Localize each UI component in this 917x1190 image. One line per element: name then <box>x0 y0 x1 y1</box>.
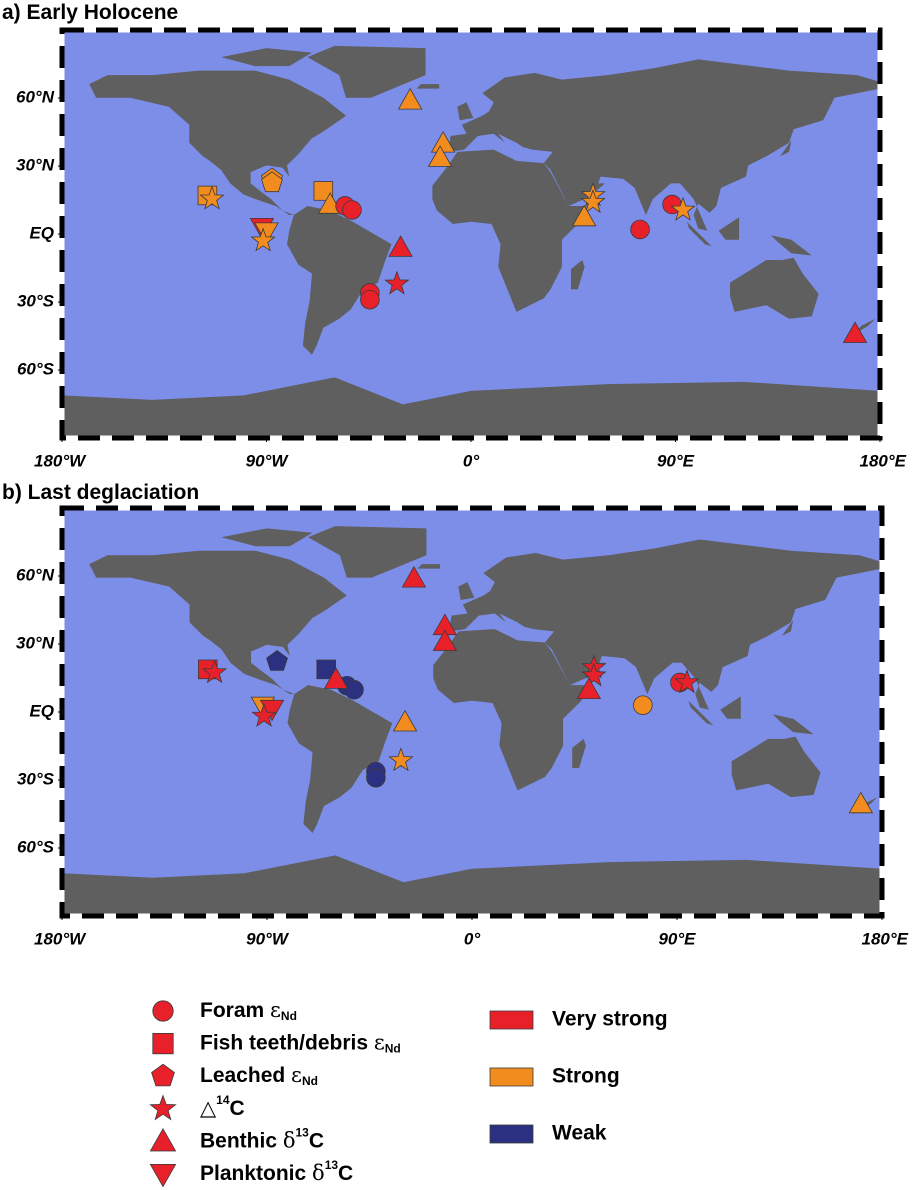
map-panel: 180°W 90°W 0° 90°E 180°E 60°N 30°N EQ 30°S 60°S <box>16 505 909 948</box>
marker <box>149 1164 177 1188</box>
legend-label-part: Foram <box>200 999 270 1022</box>
y-tick-label: 30°N <box>16 633 55 652</box>
legend-swatch <box>489 1067 534 1087</box>
marker <box>366 767 386 788</box>
legend-label-part: C <box>338 1162 353 1185</box>
marker <box>254 222 279 245</box>
legend-swatch <box>489 1124 534 1144</box>
marker <box>201 659 228 684</box>
marker <box>427 145 453 167</box>
x-tick-label: 180°E <box>859 451 906 470</box>
legend-label-part: C <box>230 1096 245 1119</box>
legend-label: Benthic δ13C <box>200 1126 324 1152</box>
marker <box>842 321 868 343</box>
y-tick-label: 60°N <box>16 565 55 584</box>
legend-label: Strong <box>552 1065 620 1088</box>
y-tick-label: 30°S <box>17 291 55 310</box>
legend-label-part: Nd <box>281 1009 297 1023</box>
y-tick-label: 30°S <box>17 769 55 788</box>
panel-title: a) Early Holocene <box>2 1 178 24</box>
marker <box>151 1063 175 1087</box>
marker <box>388 235 413 257</box>
legend-label: Weak <box>552 1122 607 1145</box>
marker <box>670 196 696 221</box>
legend-label: Fish teeth/debris εNd <box>200 1030 401 1056</box>
x-tick-label: 180°E <box>861 929 908 948</box>
x-tick-label: 0° <box>463 451 479 470</box>
marker <box>266 650 288 671</box>
panel-title: b) Last deglaciation <box>2 481 199 504</box>
x-tick-label: 90°W <box>246 929 290 948</box>
legend-label-part: Planktonic <box>200 1162 312 1185</box>
legend-label: Planktonic δ13C <box>200 1158 353 1184</box>
marker <box>848 791 874 814</box>
y-tick-label: EQ <box>29 701 54 720</box>
legend-label: △14C <box>200 1093 245 1119</box>
legend-label-part: Nd <box>302 1074 318 1088</box>
legend-label-part: ε <box>270 998 281 1022</box>
y-tick-label: 60°S <box>17 359 55 378</box>
marker <box>251 702 277 727</box>
legend-label-part: δ <box>312 1161 325 1185</box>
legend-label-part: δ <box>283 1128 296 1152</box>
marker <box>432 629 458 651</box>
marker <box>344 680 364 700</box>
legend-label-part: ε <box>374 1030 385 1054</box>
marker <box>571 204 597 227</box>
x-tick-label: 180°W <box>34 451 87 470</box>
marker <box>152 1033 174 1055</box>
marker <box>392 709 418 732</box>
legend-label-part: ε <box>291 1063 302 1087</box>
legend-label-part: △ <box>200 1095 217 1119</box>
marker <box>360 289 380 310</box>
marker <box>397 87 423 110</box>
legend-label-part: C <box>309 1129 324 1152</box>
legend-label-part: Leached <box>200 1064 291 1087</box>
x-tick-label: 90°E <box>657 451 695 470</box>
legend-label: Leached εNd <box>200 1063 318 1089</box>
legend-label-part: Fish teeth/debris <box>200 1031 374 1054</box>
marker <box>580 189 606 214</box>
legend-label: Very strong <box>552 1008 668 1031</box>
legend-label-part: 14 <box>216 1093 230 1107</box>
x-tick-label: 90°E <box>658 929 696 948</box>
marker <box>674 669 700 694</box>
y-tick-label: 30°N <box>16 155 55 174</box>
legend-label: Foram εNd <box>200 998 297 1024</box>
marker <box>401 565 427 588</box>
marker <box>149 1127 177 1152</box>
marker <box>342 200 362 220</box>
legend-label-part: 13 <box>296 1126 310 1140</box>
y-tick-label: 60°S <box>17 837 55 856</box>
legend-label-part: Benthic <box>200 1129 283 1152</box>
marker <box>581 662 607 687</box>
marker <box>313 181 334 201</box>
marker <box>576 677 602 699</box>
legend-swatch <box>489 1010 534 1030</box>
marker <box>261 171 283 193</box>
marker <box>152 1000 174 1022</box>
x-tick-label: 0° <box>464 929 480 948</box>
marker <box>630 219 650 240</box>
marker <box>384 270 410 295</box>
y-tick-label: 60°N <box>16 87 55 106</box>
y-tick-label: EQ <box>29 223 54 242</box>
legend-label-part: 13 <box>325 1158 339 1172</box>
marker <box>323 667 349 689</box>
x-tick-label: 180°W <box>34 929 87 948</box>
marker <box>250 227 276 252</box>
legend-label-part: Nd <box>385 1042 401 1056</box>
marker <box>388 747 414 772</box>
marker <box>149 1094 177 1121</box>
marker <box>199 185 225 210</box>
x-tick-label: 90°W <box>246 451 290 470</box>
marker <box>633 695 653 715</box>
map-panel: 180°W 90°W 0° 90°E 180°E 60°N 30°N EQ 30°S 60°S <box>16 27 907 470</box>
